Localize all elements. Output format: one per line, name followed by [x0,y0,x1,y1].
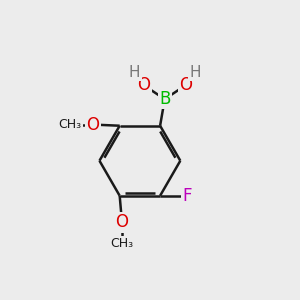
Text: H: H [189,65,200,80]
Text: O: O [87,116,100,134]
Text: CH₃: CH₃ [110,237,134,250]
Text: O: O [116,213,128,231]
Text: H: H [129,65,140,80]
Text: O: O [137,76,150,94]
Text: F: F [182,187,191,205]
Text: B: B [159,90,170,108]
Text: CH₃: CH₃ [58,118,82,131]
Text: O: O [179,76,192,94]
